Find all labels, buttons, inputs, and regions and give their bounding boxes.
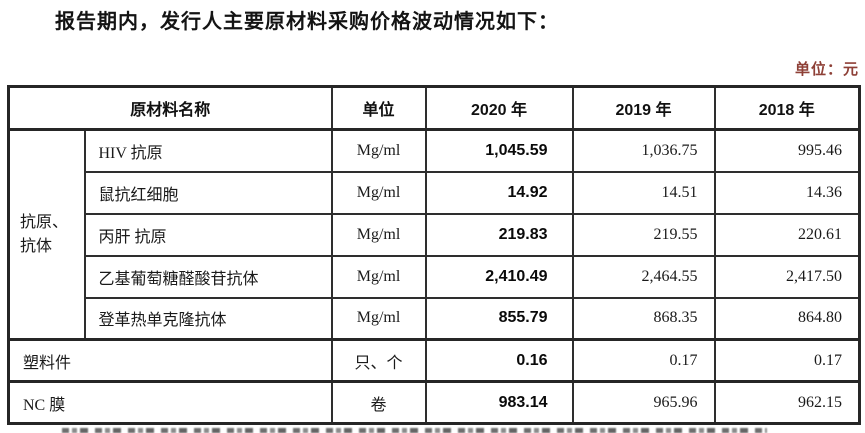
header-year-2019: 2019 年 (571, 85, 716, 131)
table-row: 登革热单克隆抗体 Mg/ml 855.79 868.35 864.80 (9, 296, 861, 341)
material-name-cell: 丙肝 抗原 (83, 212, 333, 257)
table-row: 乙基葡萄糖醛酸苷抗体 Mg/ml 2,410.49 2,464.55 2,417… (9, 254, 861, 299)
unit-cell: Mg/ml (330, 128, 427, 173)
material-name-cell: 乙基葡萄糖醛酸苷抗体 (83, 254, 333, 299)
clipped-footnote-line (62, 428, 767, 433)
value-2020-cell: 219.83 (424, 212, 574, 257)
value-2019-cell: 1,036.75 (571, 128, 716, 173)
value-2018-cell: 2,417.50 (713, 254, 861, 299)
value-2018-cell: 14.36 (713, 170, 861, 215)
table-row: 抗原、抗体 HIV 抗原 Mg/ml 1,045.59 1,036.75 995… (7, 128, 861, 341)
material-name-cell: NC 膜 (7, 380, 333, 425)
value-2019-cell: 2,464.55 (571, 254, 716, 299)
value-2020-cell: 855.79 (424, 296, 574, 341)
raw-material-price-table: 原材料名称 单位 2020 年 2019 年 2018 年 抗原、抗体 HIV … (7, 85, 862, 425)
unit-cell: Mg/ml (330, 212, 427, 257)
material-name-cell: 鼠抗红细胞 (83, 170, 333, 215)
category-cell-antigen-antibody: 抗原、抗体 (7, 128, 86, 341)
material-name-cell: HIV 抗原 (83, 128, 333, 173)
value-2018-cell: 962.15 (713, 380, 861, 425)
header-year-2020: 2020 年 (424, 85, 574, 131)
value-2019-cell: 0.17 (571, 338, 716, 383)
table-row: 塑料件 只、个 0.16 0.17 0.17 (7, 338, 861, 383)
unit-cell: 卷 (330, 380, 427, 425)
currency-unit-label: 单位：元 (794, 61, 859, 78)
value-2020-cell: 14.92 (424, 170, 574, 215)
value-2018-cell: 864.80 (713, 296, 861, 341)
value-2018-cell: 0.17 (713, 338, 861, 383)
value-2018-cell: 995.46 (713, 128, 861, 173)
unit-cell: 只、个 (330, 338, 427, 383)
unit-cell: Mg/ml (330, 254, 427, 299)
value-2020-cell: 1,045.59 (424, 128, 574, 173)
unit-cell: Mg/ml (330, 296, 427, 341)
header-material-name: 原材料名称 (7, 85, 333, 131)
value-2019-cell: 965.96 (571, 380, 716, 425)
value-2019-cell: 14.51 (571, 170, 716, 215)
table-row: 丙肝 抗原 Mg/ml 219.83 219.55 220.61 (9, 212, 861, 257)
header-unit: 单位 (330, 85, 427, 131)
table-row: 鼠抗红细胞 Mg/ml 14.92 14.51 14.36 (9, 170, 861, 215)
value-2019-cell: 868.35 (571, 296, 716, 341)
material-name-cell: 登革热单克隆抗体 (83, 296, 333, 341)
value-2018-cell: 220.61 (713, 212, 861, 257)
value-2020-cell: 983.14 (424, 380, 574, 425)
header-year-2018: 2018 年 (713, 85, 861, 131)
table-header-row: 原材料名称 单位 2020 年 2019 年 2018 年 (7, 85, 861, 131)
value-2020-cell: 0.16 (424, 338, 574, 383)
page-title: 报告期内，发行人主要原材料采购价格波动情况如下： (55, 11, 559, 33)
value-2020-cell: 2,410.49 (424, 254, 574, 299)
value-2019-cell: 219.55 (571, 212, 716, 257)
unit-cell: Mg/ml (330, 170, 427, 215)
table-row: NC 膜 卷 983.14 965.96 962.15 (7, 380, 861, 425)
material-name-cell: 塑料件 (7, 338, 333, 383)
